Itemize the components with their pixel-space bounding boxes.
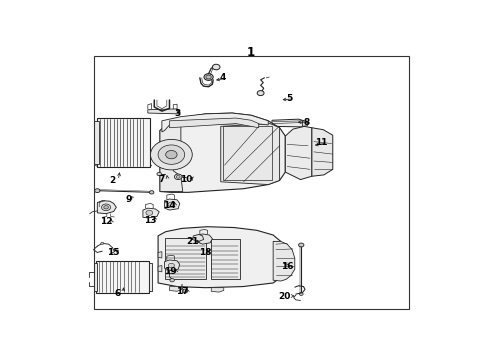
Polygon shape [160, 113, 285, 192]
Circle shape [212, 64, 220, 70]
Circle shape [299, 293, 303, 296]
Circle shape [204, 74, 213, 80]
Circle shape [95, 189, 100, 193]
Circle shape [166, 150, 177, 159]
Polygon shape [302, 121, 307, 126]
Bar [94, 121, 99, 164]
Circle shape [150, 139, 192, 170]
Polygon shape [158, 266, 162, 272]
Bar [94, 263, 98, 291]
Polygon shape [285, 126, 312, 180]
Bar [222, 126, 272, 180]
Polygon shape [165, 260, 180, 270]
Polygon shape [143, 208, 159, 218]
Polygon shape [196, 234, 212, 244]
Circle shape [206, 75, 211, 79]
Circle shape [176, 175, 180, 178]
Polygon shape [98, 201, 116, 214]
Bar [94, 56, 409, 309]
Text: 8: 8 [303, 118, 309, 127]
Circle shape [182, 289, 188, 293]
Polygon shape [192, 234, 204, 242]
Text: 21: 21 [186, 237, 198, 246]
Text: 9: 9 [125, 195, 132, 204]
Polygon shape [162, 113, 268, 132]
Polygon shape [211, 288, 224, 292]
Polygon shape [273, 242, 295, 281]
Polygon shape [272, 119, 304, 127]
Circle shape [168, 202, 175, 207]
Circle shape [157, 172, 162, 176]
Circle shape [174, 174, 182, 180]
Text: 20: 20 [278, 292, 291, 301]
Polygon shape [148, 109, 179, 114]
Circle shape [298, 243, 304, 247]
Text: 14: 14 [163, 201, 176, 210]
Polygon shape [170, 287, 182, 291]
Polygon shape [312, 128, 333, 176]
Text: 18: 18 [198, 248, 211, 257]
Text: 19: 19 [164, 267, 177, 276]
Bar [211, 239, 240, 279]
Text: 11: 11 [315, 139, 328, 148]
Circle shape [146, 210, 153, 215]
Text: 13: 13 [144, 216, 157, 225]
Bar [96, 261, 148, 293]
Circle shape [104, 206, 108, 209]
Polygon shape [165, 199, 180, 210]
Polygon shape [158, 227, 281, 288]
Circle shape [257, 91, 264, 96]
Text: 16: 16 [281, 262, 294, 271]
Text: 15: 15 [107, 248, 120, 257]
Polygon shape [170, 118, 259, 128]
Circle shape [169, 263, 174, 268]
Bar [165, 238, 206, 279]
Text: 1: 1 [247, 46, 255, 59]
Bar [148, 263, 151, 291]
Polygon shape [160, 118, 183, 192]
Circle shape [101, 204, 111, 211]
Text: 6: 6 [114, 289, 121, 298]
Text: 17: 17 [176, 287, 188, 296]
Circle shape [170, 279, 174, 282]
Bar [98, 118, 150, 167]
Text: 3: 3 [174, 109, 180, 118]
Text: 5: 5 [286, 94, 292, 103]
Text: 12: 12 [100, 217, 112, 226]
Text: 4: 4 [220, 73, 226, 82]
Text: 10: 10 [180, 175, 192, 184]
Text: 7: 7 [159, 175, 165, 184]
Polygon shape [220, 123, 280, 185]
Polygon shape [158, 252, 162, 258]
Circle shape [158, 145, 185, 164]
Circle shape [101, 242, 104, 244]
Circle shape [149, 191, 154, 194]
Text: 2: 2 [109, 176, 116, 185]
